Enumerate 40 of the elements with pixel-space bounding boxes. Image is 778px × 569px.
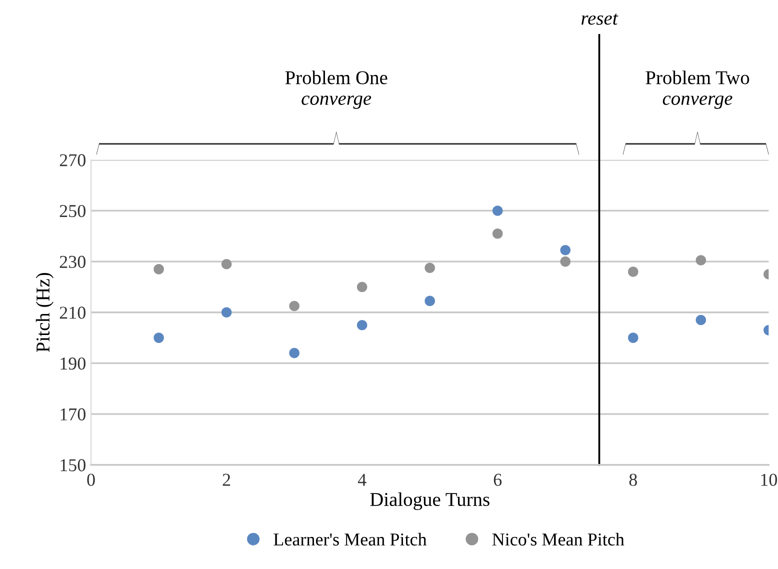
y-tick-label: 210 — [60, 306, 86, 319]
x-tick-label: 8 — [629, 474, 637, 486]
point — [560, 256, 571, 267]
text: Problem Two — [646, 70, 750, 84]
y-axis-title: Pitch (Hz) — [36, 273, 54, 352]
point — [221, 307, 232, 318]
point — [696, 314, 706, 326]
point — [221, 258, 232, 270]
point — [154, 332, 164, 343]
point — [424, 262, 435, 274]
y-tick-label: 190 — [60, 357, 86, 370]
y-tick-label: 170 — [60, 408, 86, 420]
x-axis-title: Dialogue Turns — [370, 492, 490, 510]
x-tick-label: 4 — [358, 474, 366, 486]
ref-line-label: reset — [582, 14, 618, 25]
y-tick-label: 270 — [60, 154, 86, 166]
point — [492, 206, 503, 216]
point — [424, 296, 435, 306]
point — [356, 282, 368, 292]
point — [154, 264, 164, 274]
point — [356, 320, 368, 330]
legend-label: Learner's Mean Pitch — [274, 532, 427, 546]
x-tick-label: 0 — [87, 474, 95, 486]
text: converge — [662, 96, 732, 109]
legend-label: Nico's Mean Pitch — [492, 532, 624, 546]
point — [289, 300, 300, 312]
text: Problem One — [285, 70, 388, 84]
x-tick-label: 6 — [494, 474, 502, 486]
point — [628, 332, 638, 343]
y-tick-label: 150 — [60, 459, 86, 472]
point — [628, 266, 638, 277]
point — [492, 228, 503, 239]
x-tick-label: 10 — [761, 474, 778, 486]
x-tick-label: 2 — [222, 474, 230, 486]
point — [289, 348, 300, 358]
y-tick-label: 250 — [60, 204, 86, 218]
point — [560, 244, 571, 256]
point — [696, 255, 706, 266]
text: converge — [302, 96, 372, 109]
y-tick-label: 230 — [60, 256, 86, 268]
